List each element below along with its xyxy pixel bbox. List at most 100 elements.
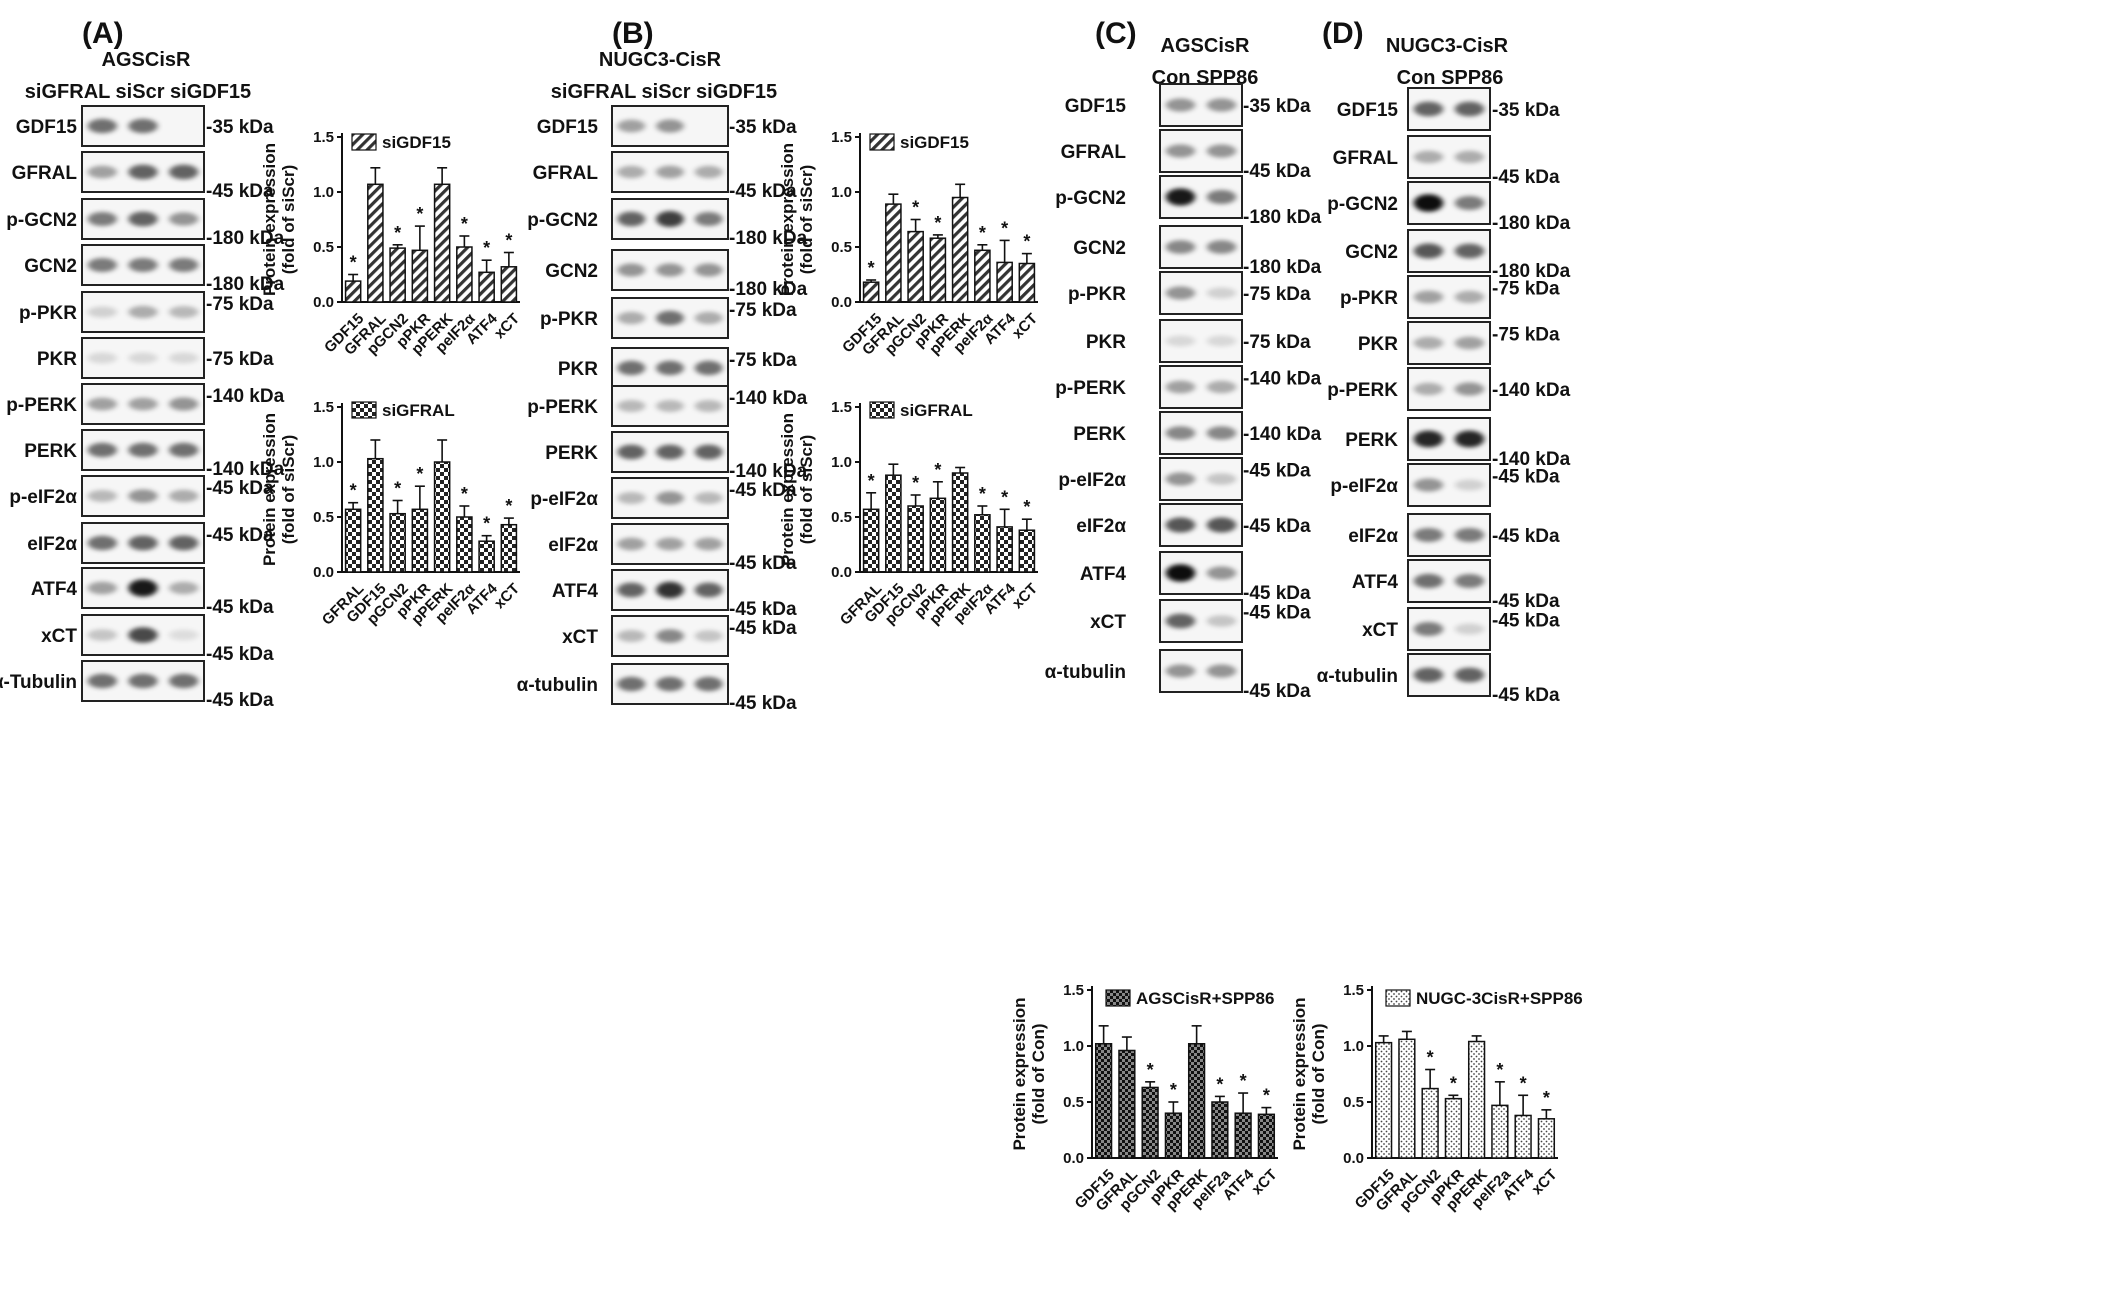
bar-chart-a-sigdf15: 0.0 0.5 1.0 1.5 Protein expression(fold of s… <box>260 129 523 359</box>
blot-band <box>656 537 684 551</box>
blot-band <box>1454 479 1485 491</box>
blot-row: p-GCN2 -180 kDa <box>6 198 285 249</box>
y-tick-label: 1.5 <box>831 129 852 146</box>
blot-band <box>128 535 158 551</box>
bar <box>411 508 429 573</box>
blot-kda-label: -140 kDa <box>1243 369 1322 390</box>
blot-row: xCT -45 kDa <box>1362 607 1560 651</box>
y-tick-label: 1.0 <box>313 454 334 471</box>
blot-protein-label: ATF4 <box>31 579 78 600</box>
bar <box>478 540 495 573</box>
blot-band <box>128 164 158 180</box>
blot-row: eIF2α -45 kDa <box>1076 503 1311 547</box>
blot-kda-label: -180 kDa <box>1492 261 1571 282</box>
bar <box>929 237 947 303</box>
blot-band <box>694 444 723 460</box>
blot-band <box>1206 615 1237 627</box>
blot-band <box>128 118 158 134</box>
significance-star: * <box>461 484 468 504</box>
blot-kda-label: -75 kDa <box>1243 332 1311 353</box>
bar <box>1234 1112 1252 1159</box>
blot-protein-label: eIF2α <box>548 535 598 556</box>
blot-band <box>1454 528 1485 542</box>
blot-band <box>617 492 646 504</box>
blot-band <box>128 579 158 597</box>
blot-band <box>128 627 158 643</box>
blot-band <box>694 360 723 376</box>
blot-row: GCN2 -180 kDa <box>1073 225 1322 278</box>
blot-band <box>1413 243 1444 259</box>
blot-kda-label: -45 kDa <box>1492 611 1560 632</box>
blot-band <box>169 442 199 458</box>
blot-protein-label: PKR <box>37 349 77 370</box>
blot-protein-label: p-PERK <box>6 395 77 416</box>
blot-band <box>1165 335 1196 347</box>
blot-kda-label: -35 kDa <box>1492 100 1560 121</box>
blot-band <box>169 397 199 411</box>
blot-band <box>694 537 723 551</box>
y-axis-label: Protein expression(fold of siScr) <box>778 143 816 296</box>
y-tick-label: 0.5 <box>831 509 852 526</box>
blot-protein-label: p-GCN2 <box>6 210 77 231</box>
blot-protein-label: GFRAL <box>1061 142 1127 163</box>
significance-star: * <box>1001 218 1008 238</box>
blot-protein-label: p-eIF2α <box>9 487 77 508</box>
blot-band <box>1413 382 1444 396</box>
blot-row: GCN2 -180 kDa <box>1345 229 1571 282</box>
blot-row: xCT -45 kDa <box>41 614 274 665</box>
y-tick-label: 1.0 <box>1343 1038 1364 1055</box>
x-tick-label: xCT <box>1248 1166 1280 1198</box>
legend-label: siGDF15 <box>382 133 451 152</box>
blot-band <box>1165 240 1196 254</box>
blot-protein-label: GCN2 <box>545 261 598 282</box>
y-tick-label: 0.5 <box>313 509 334 526</box>
blot-kda-label: -75 kDa <box>1492 325 1560 346</box>
bar <box>907 230 924 303</box>
significance-star: * <box>979 223 986 243</box>
significance-star: * <box>1427 1048 1434 1068</box>
lane-labels: siGFRAL siScr siGDF15 <box>551 81 777 103</box>
blot-kda-label: -75 kDa <box>206 349 274 370</box>
blot-row: PKR -75 kDa <box>37 337 274 379</box>
blot-protein-label: p-PERK <box>1055 378 1126 399</box>
bar <box>885 203 902 303</box>
blot-kda-label: -35 kDa <box>729 117 797 138</box>
significance-star: * <box>505 496 512 516</box>
blot-band <box>656 211 684 227</box>
blot-protein-label: p-PKR <box>1068 284 1126 305</box>
blot-row: p-PKR -75 kDa <box>1068 271 1311 315</box>
blot-row: ATF4 -45 kDa <box>552 569 797 620</box>
significance-star: * <box>1170 1080 1177 1100</box>
blot-protein-label: p-GCN2 <box>527 210 598 231</box>
significance-star: * <box>1001 487 1008 507</box>
blot-band <box>1206 190 1237 204</box>
significance-star: * <box>350 481 357 501</box>
blot-band <box>1454 243 1485 259</box>
blot-protein-label: p-eIF2α <box>530 489 598 510</box>
blot-protein-label: GFRAL <box>1333 148 1399 169</box>
blot-band <box>169 535 199 551</box>
bar <box>500 523 518 573</box>
bar <box>1018 262 1036 303</box>
x-tick-label: xCT <box>1528 1166 1560 1198</box>
blot-kda-label: -180 kDa <box>1243 257 1322 278</box>
blot-band <box>1165 144 1196 158</box>
blot-band <box>656 119 684 133</box>
blot-kda-label: -45 kDa <box>1492 685 1560 706</box>
blot-band <box>617 119 646 133</box>
blot-band <box>1413 290 1444 304</box>
bar <box>907 505 924 573</box>
y-tick-label: 0.5 <box>313 239 334 256</box>
blot-row: PERK -140 kDa <box>1345 417 1571 470</box>
blot-kda-label: -75 kDa <box>729 350 797 371</box>
blot-kda-label: -35 kDa <box>1243 96 1311 117</box>
bar <box>974 249 991 303</box>
blot-kda-label: -75 kDa <box>1492 279 1560 300</box>
blot-band <box>656 629 684 643</box>
y-axis-label: Protein expression(fold of siScr) <box>260 413 298 566</box>
y-tick-label: 0.0 <box>1063 1150 1084 1167</box>
blot-kda-label: -45 kDa <box>1243 516 1311 537</box>
blot-band <box>1413 194 1444 212</box>
blot-band <box>87 306 117 318</box>
bar <box>862 281 880 303</box>
